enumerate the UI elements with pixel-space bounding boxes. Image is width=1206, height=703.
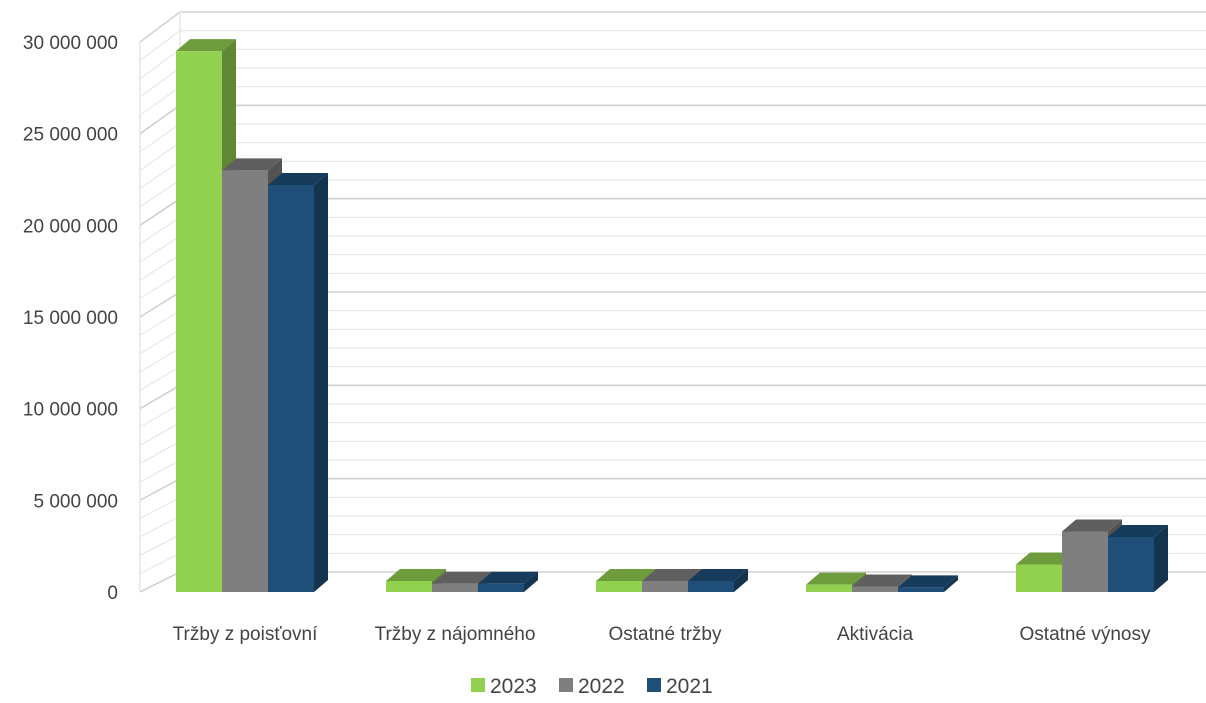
side-wall-gridline <box>139 216 181 245</box>
bar-front-face <box>432 583 478 592</box>
bar-front-face <box>478 583 524 592</box>
bar-top-face <box>1016 552 1076 565</box>
side-wall-gridline <box>139 328 181 355</box>
x-tick-label: Ostatné tržby <box>609 624 722 645</box>
bar-front-face <box>268 185 314 592</box>
legend-swatch <box>471 678 485 692</box>
side-wall-gridline <box>139 347 181 373</box>
legend-label: 2021 <box>666 675 713 698</box>
side-wall-gridline <box>139 552 181 575</box>
bar-top-face <box>268 173 328 185</box>
bar-front-face <box>1108 537 1154 592</box>
side-wall-gridline <box>139 459 181 483</box>
legend-swatch <box>559 678 573 692</box>
legend-item: 2021 <box>647 675 713 698</box>
bar-front-face <box>222 170 268 593</box>
bar-side-face <box>314 173 328 592</box>
side-wall-gridline <box>139 272 181 300</box>
bar-front-face <box>1016 564 1062 592</box>
side-wall-gridline <box>139 254 181 281</box>
side-wall-gridline <box>139 440 181 465</box>
bar-front-face <box>898 587 944 592</box>
y-tick-label: 20 000 000 <box>23 216 118 237</box>
x-tick-label: Tržby z nájomného <box>375 624 536 645</box>
bar-top-face <box>1108 525 1168 537</box>
x-axis-ticks: Tržby z poisťovní Tržby z nájomného Ostatn… <box>173 624 1151 645</box>
side-wall-gridline <box>139 11 181 43</box>
bar <box>478 571 538 592</box>
bar-side-face <box>944 575 958 592</box>
bar-front-face <box>642 581 688 592</box>
side-wall-gridline <box>139 291 181 318</box>
x-tick-label: Aktivácia <box>837 624 913 645</box>
bar-front-face <box>852 586 898 592</box>
side-wall-gridline <box>139 160 181 190</box>
bar-side-face <box>1154 525 1168 592</box>
side-wall-gridline <box>139 571 181 593</box>
y-tick-label: 10 000 000 <box>23 400 118 421</box>
bar <box>268 173 328 592</box>
side-wall-gridline <box>139 384 181 410</box>
bar-top-face <box>222 158 282 171</box>
y-tick-label: 30 000 000 <box>23 33 118 54</box>
bar-top-face <box>596 569 656 581</box>
legend-label: 2023 <box>490 675 537 698</box>
bar <box>688 569 748 592</box>
bar-top-face <box>806 572 866 585</box>
x-tick-label: Tržby z poisťovní <box>173 624 318 645</box>
bar-front-face <box>806 584 852 592</box>
side-wall-gridline <box>139 235 181 263</box>
legend-swatch <box>647 678 661 692</box>
legend-item: 2023 <box>471 675 537 698</box>
bar-front-face <box>1062 531 1108 592</box>
bars <box>176 39 1168 593</box>
side-wall-gridline <box>139 496 181 520</box>
y-tick-label: 5 000 000 <box>33 491 118 512</box>
side-wall-gridline <box>139 366 181 391</box>
side-wall-gridline <box>139 403 181 428</box>
side-wall-gridline <box>139 86 181 116</box>
side-wall-gridline <box>139 310 181 336</box>
bar-top-face <box>688 569 748 581</box>
side-wall-gridline <box>139 104 181 135</box>
bar-side-face <box>734 569 748 592</box>
legend-label: 2022 <box>578 675 625 698</box>
y-tick-label: 25 000 000 <box>23 125 118 146</box>
bar-front-face <box>688 581 734 592</box>
legend-item: 2022 <box>559 675 625 698</box>
bar-front-face <box>596 581 642 592</box>
bar <box>1108 525 1168 592</box>
grid-layer <box>139 11 1206 593</box>
side-wall-gridline <box>139 198 181 226</box>
y-tick-label: 0 <box>107 583 118 604</box>
side-wall-gridline <box>139 142 181 171</box>
bar-top-face <box>1062 519 1122 532</box>
bar-top-face <box>386 569 446 581</box>
bar-top-face <box>898 575 958 588</box>
side-wall-gridline <box>139 67 181 98</box>
bar-front-face <box>386 581 432 592</box>
bar <box>898 575 958 592</box>
y-tick-label: 15 000 000 <box>23 308 118 329</box>
bar-side-face <box>524 571 538 592</box>
side-wall-gridline <box>139 30 181 61</box>
side-wall-gridline <box>139 48 181 80</box>
side-wall-gridline <box>139 422 181 446</box>
bar-front-face <box>176 51 222 592</box>
bar-top-face <box>176 39 236 52</box>
legend: 2023 2022 2021 <box>471 675 713 698</box>
side-wall-gridline <box>139 534 181 556</box>
side-wall-gridline <box>139 515 181 538</box>
y-axis-ticks: 0 5 000 000 10 000 000 15 000 000 20 000 000… <box>23 33 118 604</box>
bar-top-face <box>642 569 702 581</box>
bar-top-face <box>852 574 912 587</box>
side-wall-gridline <box>139 477 181 502</box>
side-wall-gridline <box>139 123 181 153</box>
x-tick-label: Ostatné výnosy <box>1020 624 1151 645</box>
bar-top-face <box>478 571 538 584</box>
side-wall-gridline <box>139 179 181 208</box>
bar-top-face <box>432 571 492 584</box>
